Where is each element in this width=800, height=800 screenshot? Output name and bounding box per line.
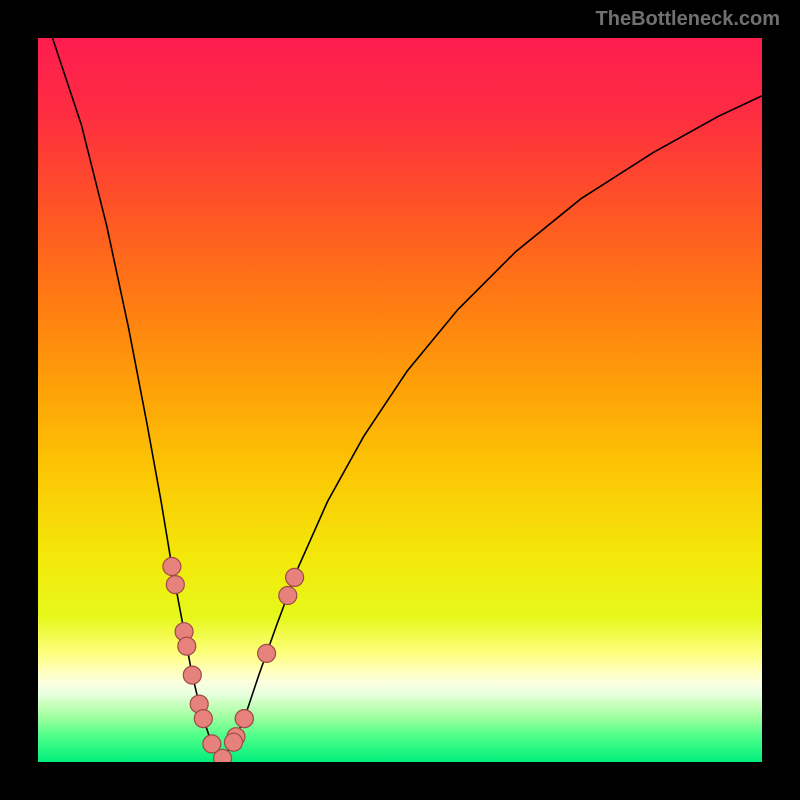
data-point bbox=[166, 576, 184, 594]
watermark-text: TheBottleneck.com bbox=[596, 8, 780, 31]
data-point bbox=[163, 558, 181, 576]
data-point bbox=[235, 710, 253, 728]
data-point bbox=[279, 587, 297, 605]
data-point bbox=[194, 710, 212, 728]
chart-background bbox=[38, 38, 762, 762]
bottleneck-chart bbox=[38, 38, 762, 762]
data-point bbox=[258, 644, 276, 662]
data-point bbox=[178, 637, 196, 655]
data-point bbox=[214, 749, 232, 762]
data-point bbox=[183, 666, 201, 684]
data-point bbox=[286, 568, 304, 586]
data-point bbox=[225, 733, 243, 751]
